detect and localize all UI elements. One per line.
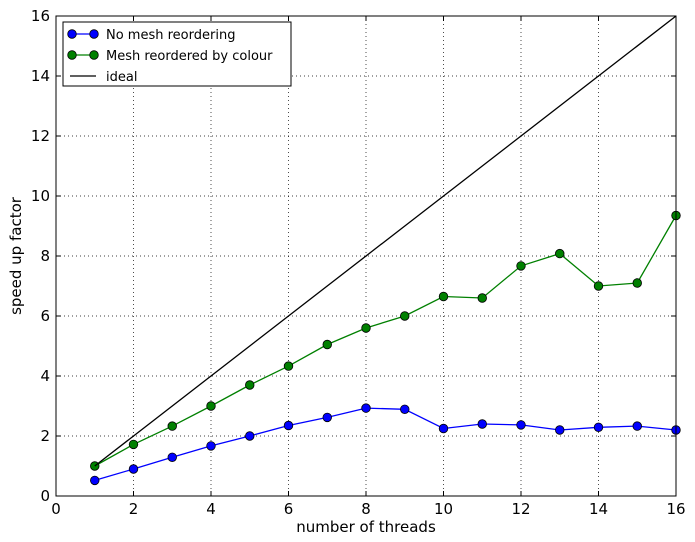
data-point-no-mesh-reordering — [90, 475, 100, 486]
data-point-mesh-reordered-by-colour — [283, 361, 294, 371]
grid-lines — [56, 16, 676, 496]
y-tick-label: 10 — [31, 187, 50, 205]
data-point-no-mesh-reordering — [400, 404, 410, 415]
x-tick-label: 2 — [129, 500, 139, 518]
axis-ticks: 0 2 4 6 8 10 12 14 16 0 2 4 6 8 10 12 14 16 — [31, 7, 686, 518]
data-point-no-mesh-reordering — [593, 422, 604, 433]
plot-frame — [55, 15, 677, 497]
data-point-mesh-reordered-by-colour — [206, 401, 216, 411]
x-tick-label: 10 — [434, 500, 453, 518]
series-layer — [90, 15, 681, 486]
data-point-mesh-reordered-by-colour — [555, 248, 565, 259]
series-line-no-mesh-reordering — [94, 407, 677, 482]
x-tick-label: 16 — [666, 500, 685, 518]
x-tick-label: 6 — [284, 500, 294, 518]
y-tick-label: 4 — [40, 367, 50, 385]
legend-marker-mesh-reordered-by-colour — [89, 50, 99, 60]
y-axis-label: speed up factor — [7, 196, 25, 315]
data-point-mesh-reordered-by-colour — [632, 278, 642, 288]
data-point-mesh-reordered-by-colour — [128, 439, 139, 450]
y-tick-label: 12 — [31, 127, 50, 145]
data-point-mesh-reordered-by-colour — [361, 323, 371, 333]
data-point-mesh-reordered-by-colour — [167, 421, 177, 431]
data-point-no-mesh-reordering — [283, 420, 294, 431]
data-point-mesh-reordered-by-colour — [245, 380, 255, 390]
data-point-mesh-reordered-by-colour — [477, 293, 487, 303]
data-point-no-mesh-reordering — [438, 423, 449, 434]
data-point-mesh-reordered-by-colour — [593, 281, 604, 291]
x-axis-label: number of threads — [296, 518, 436, 536]
y-tick-label: 2 — [40, 427, 50, 445]
data-point-mesh-reordered-by-colour — [400, 311, 410, 321]
y-tick-label: 14 — [31, 67, 50, 85]
y-tick-label: 8 — [40, 247, 50, 265]
x-tick-label: 4 — [206, 500, 216, 518]
data-point-no-mesh-reordering — [245, 431, 255, 441]
legend-label-mesh-reordered-by-colour: Mesh reordered by colour — [106, 49, 273, 64]
x-tick-label: 14 — [589, 500, 608, 518]
data-point-no-mesh-reordering — [516, 420, 526, 430]
y-tick-label: 0 — [40, 487, 50, 505]
data-point-no-mesh-reordering — [477, 419, 487, 429]
x-tick-label: 12 — [511, 500, 530, 518]
data-point-mesh-reordered-by-colour — [516, 261, 526, 271]
legend-label-no-mesh-reordering: No mesh reordering — [106, 28, 235, 43]
data-point-no-mesh-reordering — [206, 441, 216, 451]
data-point-no-mesh-reordering — [167, 452, 177, 463]
data-point-no-mesh-reordering — [632, 421, 642, 431]
data-point-no-mesh-reordering — [128, 464, 139, 474]
legend: No mesh reordering Mesh reordered by colo… — [62, 21, 292, 87]
x-tick-label: 8 — [361, 500, 371, 518]
y-tick-label: 16 — [31, 7, 50, 25]
data-point-mesh-reordered-by-colour — [438, 291, 449, 302]
data-point-mesh-reordered-by-colour — [322, 339, 332, 350]
y-tick-label: 6 — [40, 307, 50, 325]
legend-box — [62, 21, 292, 87]
legend-marker-no-mesh-reordering — [67, 29, 77, 39]
series-line-mesh-reordered-by-colour — [94, 215, 677, 467]
data-point-no-mesh-reordering — [555, 425, 565, 435]
legend-marker-no-mesh-reordering — [89, 29, 99, 39]
data-point-no-mesh-reordering — [361, 403, 371, 413]
series-line-ideal — [94, 15, 677, 467]
data-point-no-mesh-reordering — [322, 412, 332, 423]
legend-marker-mesh-reordered-by-colour — [67, 50, 77, 60]
legend-label-ideal: ideal — [106, 70, 137, 85]
x-tick-label: 0 — [51, 500, 61, 518]
